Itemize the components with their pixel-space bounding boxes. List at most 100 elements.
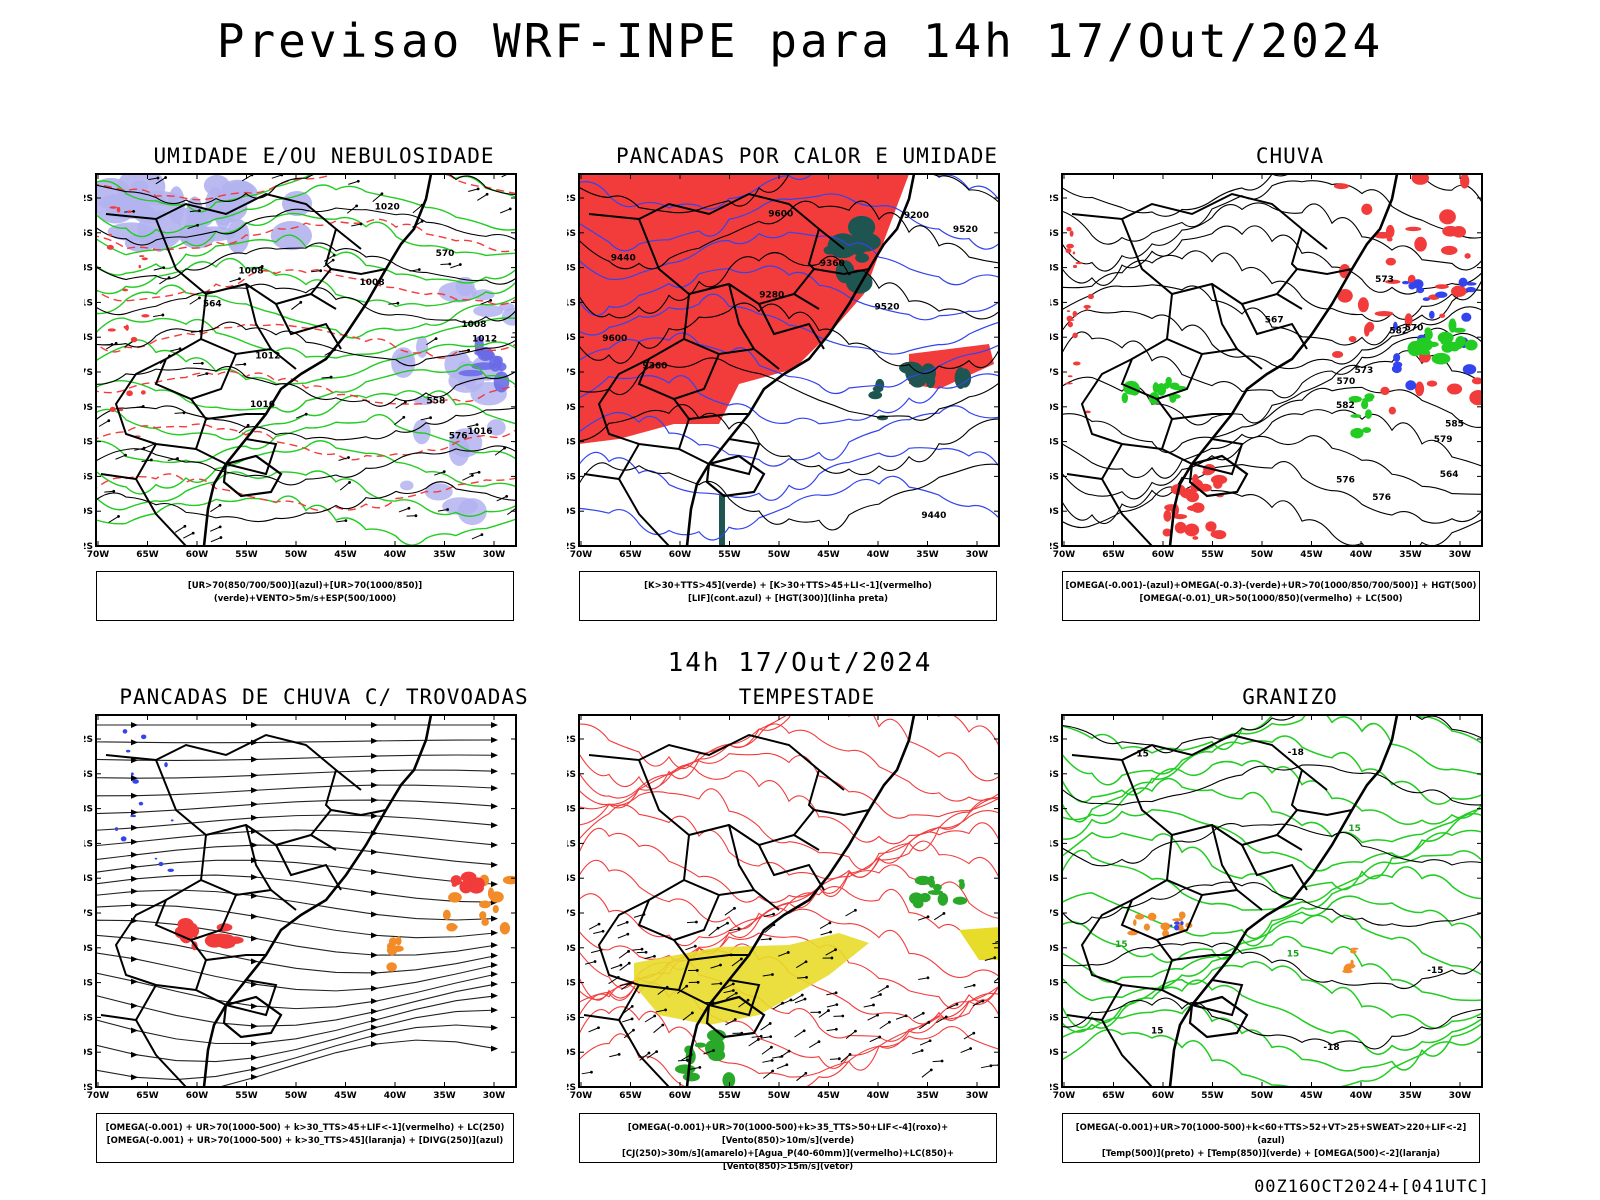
panel-pancadas-calor: PANCADAS POR CALOR E UMIDADE 9600 9600 952… [567, 144, 1047, 634]
contour-label: 567 [1265, 316, 1284, 326]
state-border [807, 228, 820, 270]
contour-label: 576 [449, 431, 468, 441]
legend-line: [UR>70(850/700/500)](azul)+[UR>70(1000/8… [187, 581, 423, 604]
contour-label: 1008 [461, 320, 486, 330]
state-border [1101, 478, 1153, 546]
state-border [677, 418, 730, 466]
lon-tick-label: 35W [1399, 550, 1422, 560]
country-border [705, 454, 766, 498]
state-border [1071, 192, 1328, 250]
contour-label: 564 [203, 299, 222, 309]
contour-label: 9360 [642, 362, 667, 372]
lon-tick-label: 55W [1201, 1091, 1224, 1101]
map-plot: 12S 15S 18S 21S 24S 27S 30S 33S 36S 39S 42S70W 65W 6… [567, 714, 1000, 1101]
country-border [222, 995, 283, 1039]
coastline [202, 174, 433, 546]
lat-tick-label: 21S [1050, 839, 1059, 849]
lon-tick-label: 60W [186, 1091, 209, 1101]
state-border [618, 478, 670, 546]
contour-label: 9360 [820, 259, 845, 269]
lon-tick-label: 70W [570, 550, 593, 560]
lon-tick-label: 65W [1102, 1091, 1125, 1101]
contour-label: 1008 [238, 266, 263, 276]
lat-tick-label: 21S [84, 839, 93, 849]
country-border [705, 995, 766, 1039]
state-border [728, 824, 755, 891]
coastline [685, 174, 916, 546]
state-border [1290, 228, 1303, 270]
state-border [708, 438, 761, 476]
lat-tick-label: 30S [567, 944, 576, 954]
lon-tick-label: 30W [1449, 1091, 1472, 1101]
contour-label: 1016 [468, 427, 493, 437]
state-border [1165, 293, 1263, 370]
lat-tick-label: 39S [1050, 507, 1059, 517]
state-border [793, 267, 870, 295]
lat-tick-label: 42S [1050, 1083, 1059, 1093]
contour-label: 573 [1375, 275, 1394, 285]
legend-box: [K>30+TTS>45](verde) + [K>30+TTS>45+LI<-… [579, 571, 997, 621]
lat-tick-label: 15S [567, 229, 576, 239]
contour-label: 15 [1151, 1027, 1164, 1037]
panel-title: GRANIZO [1242, 685, 1338, 709]
lon-tick-label: 70W [570, 1091, 593, 1101]
lat-tick-label: 12S [567, 735, 576, 745]
state-border [1156, 398, 1232, 421]
lon-tick-label: 70W [1053, 550, 1076, 560]
legend-line: [K>30+TTS>45](verde) + [K>30+TTS>45+LI<-… [644, 581, 932, 591]
state-border [793, 808, 870, 836]
lon-tick-label: 45W [817, 1091, 840, 1101]
state-border [324, 228, 337, 270]
panel-title: CHUVA [1255, 144, 1325, 168]
legend-line: [OMEGA(-0.001) + UR>70(1000-500) + k>30_… [105, 1123, 505, 1133]
lat-tick-label: 24S [1050, 333, 1059, 343]
lon-tick-label: 60W [669, 1091, 692, 1101]
country-border [1188, 454, 1249, 498]
lon-tick-label: 35W [916, 550, 939, 560]
lon-tick-label: 70W [87, 550, 110, 560]
lon-tick-label: 45W [334, 1091, 357, 1101]
lat-tick-label: 36S [1050, 472, 1059, 482]
lon-tick-label: 60W [186, 550, 209, 560]
panel-chuva: CHUVA 582 585 582 579 576 573 570 567 564 576 573 5… [1050, 144, 1530, 634]
state-border [225, 438, 278, 476]
contour-label: 564 [1440, 470, 1459, 480]
state-border [728, 283, 755, 350]
lat-tick-label: 12S [84, 194, 93, 204]
state-border [588, 192, 845, 250]
lat-tick-label: 33S [1050, 979, 1059, 989]
lat-tick-label: 18S [567, 805, 576, 815]
contour-label: 15 [1115, 940, 1128, 950]
lat-tick-label: 12S [1050, 194, 1059, 204]
lat-tick-label: 42S [567, 1083, 576, 1093]
state-border [677, 959, 730, 1007]
state-border [1066, 443, 1123, 481]
lat-tick-label: 24S [567, 333, 576, 343]
lon-tick-label: 55W [718, 1091, 741, 1101]
legend-box: [OMEGA(-0.001)-(azul)+OMEGA(-0.3)-(verde… [1062, 571, 1480, 621]
main-title: Previsao WRF-INPE para 14h 17/Out/2024 [216, 14, 1384, 68]
lat-tick-label: 24S [84, 874, 93, 884]
lat-tick-label: 27S [1050, 909, 1059, 919]
state-border [1160, 959, 1213, 1007]
state-border [194, 959, 247, 1007]
lat-tick-label: 15S [84, 229, 93, 239]
lon-tick-label: 30W [483, 1091, 506, 1101]
plot-frame [1061, 173, 1483, 547]
lat-tick-label: 36S [567, 1013, 576, 1023]
lat-tick-label: 18S [84, 805, 93, 815]
contour-label: 570 [1336, 377, 1355, 387]
lat-tick-label: 33S [1050, 438, 1059, 448]
state-border [588, 733, 845, 791]
lon-tick-label: 35W [916, 1091, 939, 1101]
lon-tick-label: 55W [718, 550, 741, 560]
state-border [758, 844, 825, 891]
state-border [1191, 979, 1244, 1017]
state-border [1121, 218, 1303, 310]
lon-tick-label: 50W [285, 1091, 308, 1101]
state-border [637, 879, 720, 942]
state-border [638, 759, 820, 851]
lat-tick-label: 24S [567, 874, 576, 884]
state-border [682, 834, 780, 911]
lon-tick-label: 65W [619, 550, 642, 560]
